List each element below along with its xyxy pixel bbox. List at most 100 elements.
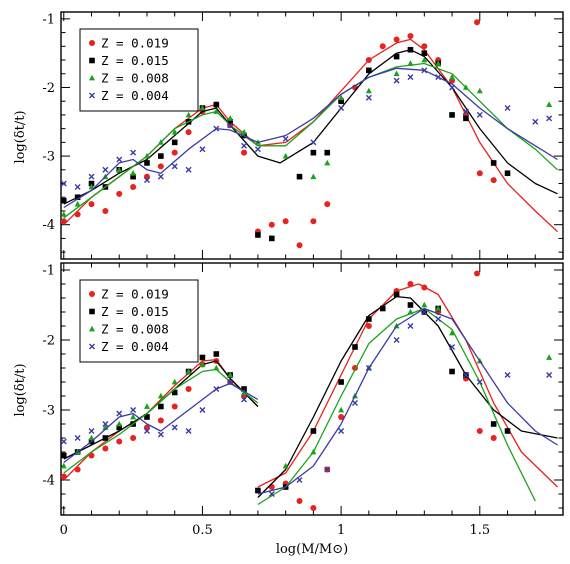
y-axis-title-top: log(δt/t): [13, 110, 28, 163]
x-tick-label: 1: [337, 523, 345, 538]
series-point-3: [268, 491, 275, 497]
series-point-3: [462, 108, 469, 115]
series-point-3: [282, 135, 289, 142]
series-point-3: [504, 105, 511, 112]
series-point-2: [88, 183, 95, 190]
series-point-0: [185, 386, 192, 392]
series-point-2: [282, 462, 289, 469]
series-point-2: [185, 111, 192, 118]
series-point-2: [310, 448, 317, 455]
series-point-1: [504, 170, 511, 177]
series-point-3: [185, 428, 192, 434]
series-point-1: [296, 173, 303, 180]
series-point-0: [324, 201, 331, 208]
series-point-2: [282, 152, 289, 159]
series-point-3: [157, 173, 164, 180]
series-point-0: [407, 33, 414, 40]
series-point-3: [338, 105, 345, 112]
series-point-2: [130, 413, 137, 420]
series-point-0: [474, 270, 481, 277]
legend-label-0: Z = 0.019: [101, 287, 169, 302]
x-axis-title: log(M/M⊙): [276, 542, 348, 557]
series-point-0: [310, 505, 317, 511]
series-point-1: [310, 149, 317, 156]
legend-label-2: Z = 0.008: [101, 71, 169, 86]
series-point-3: [88, 173, 95, 180]
series-point-2: [227, 115, 234, 121]
series-point-3: [116, 156, 123, 163]
series-point-0: [102, 207, 109, 214]
series-point-3: [130, 149, 137, 156]
series-point-1: [213, 351, 220, 357]
series-point-1: [144, 414, 150, 420]
series-point-0: [61, 473, 67, 480]
series-point-1: [268, 235, 275, 242]
series-point-0: [116, 190, 123, 197]
legend-label-3: Z = 0.004: [101, 339, 169, 354]
legend-marker-1: [89, 308, 95, 315]
series-point-0: [474, 19, 481, 26]
legend-label-1: Z = 0.015: [101, 53, 169, 68]
legend-label-1: Z = 0.015: [101, 304, 169, 319]
series-point-2: [435, 305, 442, 311]
series-point-1: [171, 389, 178, 396]
series-point-3: [143, 428, 150, 434]
series-point-0: [365, 57, 372, 64]
y-tick-label: -1: [42, 264, 55, 279]
x-tick-label: 1.5: [469, 523, 490, 538]
series-point-1: [393, 53, 400, 60]
series-point-3: [61, 180, 67, 187]
series-point-3: [546, 372, 553, 378]
series-point-2: [324, 159, 331, 166]
series-point-1: [158, 153, 164, 159]
legend-label-3: Z = 0.004: [101, 88, 169, 103]
series-point-3: [504, 372, 511, 378]
series-point-3: [227, 122, 234, 129]
series-point-0: [365, 323, 372, 329]
series-point-1: [213, 101, 220, 108]
series-point-1: [255, 232, 261, 238]
series-point-2: [130, 170, 137, 176]
series-point-0: [310, 218, 317, 225]
series-point-1: [61, 452, 67, 459]
series-point-0: [102, 445, 109, 452]
series-point-2: [199, 104, 206, 111]
series-point-0: [74, 466, 81, 473]
series-point-1: [102, 435, 109, 441]
series-point-1: [324, 149, 331, 156]
legend-marker-2: [89, 325, 95, 332]
series-point-2: [407, 60, 414, 66]
y-tick-label: -1: [42, 12, 55, 27]
series-point-2: [157, 392, 164, 399]
plot-frame: [60, 262, 564, 516]
y-tick-label: -2: [42, 334, 55, 349]
panel-top: -4 -3 -2 -1 Z = 0.019 Z = 0.015 Z = 0.008 Z = 0…: [42, 11, 564, 260]
series-point-0: [407, 281, 414, 287]
panel-bottom: -4 -3 -2 -1 0 0.5 1 1.5 Z = 0.019 Z = 0.015 Z = 0.…: [42, 262, 564, 538]
legend-marker-0: [89, 40, 95, 46]
series-point-0: [74, 211, 81, 218]
legend-marker-2: [89, 74, 95, 81]
series-point-0: [157, 417, 164, 424]
series-point-0: [171, 149, 178, 156]
series-point-2: [116, 420, 123, 427]
y-axis-title-bottom: log(δt/t): [13, 363, 28, 416]
series-point-3: [213, 125, 220, 132]
series-point-3: [116, 410, 123, 417]
series-point-1: [379, 305, 386, 312]
x-tick-label: 0: [60, 523, 68, 538]
series-point-3: [532, 118, 539, 125]
series-point-3: [157, 431, 164, 438]
legend-marker-3: [89, 343, 95, 350]
series-point-3: [546, 115, 553, 122]
series-point-2: [546, 354, 553, 360]
series-point-3: [407, 74, 414, 81]
series-point-0: [268, 221, 275, 228]
series-point-2: [435, 60, 442, 66]
series-point-1: [407, 302, 414, 308]
series-point-1: [449, 112, 455, 118]
legend-marker-1: [89, 57, 95, 64]
series-point-1: [88, 180, 95, 187]
series-point-2: [199, 361, 206, 367]
